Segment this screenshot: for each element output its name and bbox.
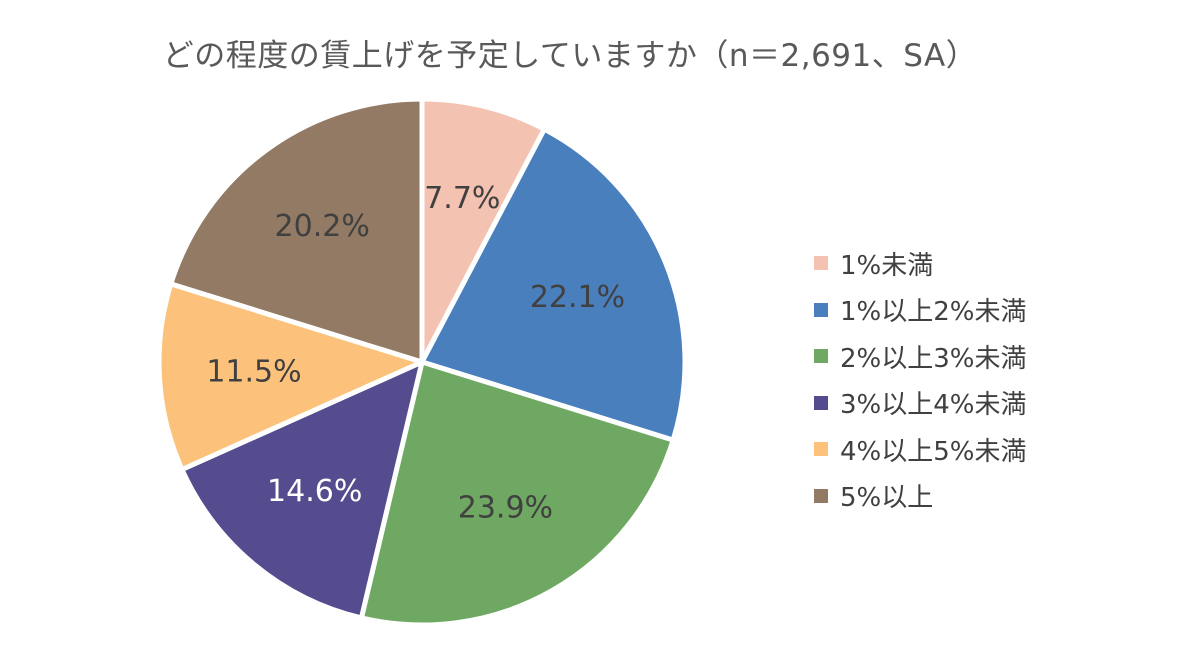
- chart-title: どの程度の賃上げを予定していますか（n＝2,691、SA）: [162, 38, 978, 74]
- legend-swatch: [814, 395, 828, 410]
- legend-label: 4%以上5%未満: [840, 436, 1027, 467]
- legend-label: 5%以上: [840, 483, 934, 514]
- pie-slice-6: [168, 96, 425, 365]
- pie-slice-3: [358, 359, 676, 628]
- legend-item-2: 1%以上2%未満: [814, 287, 1027, 334]
- pie-slice-5: [156, 281, 425, 472]
- legend-swatch: [814, 442, 828, 457]
- legend-label: 1%以上2%未満: [840, 297, 1027, 328]
- data-label-2: 22.1%: [530, 280, 625, 315]
- legend-item-5: 4%以上5%未満: [814, 426, 1027, 473]
- data-label-3: 23.9%: [458, 491, 553, 526]
- pie-data-labels: 7.7% 22.1% 23.9% 14.6% 11.5% 20.2%: [206, 181, 625, 526]
- legend-label: 3%以上4%未満: [840, 390, 1027, 421]
- legend-item-3: 2%以上3%未満: [814, 333, 1027, 380]
- pie-slice-1: [419, 96, 547, 365]
- data-label-4: 14.6%: [267, 474, 362, 509]
- pie-slice-2: [419, 126, 688, 443]
- legend-swatch: [814, 488, 828, 503]
- legend-item-4: 3%以上4%未満: [814, 380, 1027, 427]
- legend-swatch: [814, 256, 828, 271]
- legend-item-1: 1%未満: [814, 240, 1027, 287]
- pie-slices: [156, 96, 688, 628]
- pie-slice-4: [179, 359, 425, 621]
- legend-label: 1%未満: [840, 250, 934, 281]
- data-label-6: 20.2%: [275, 209, 370, 244]
- legend-item-6: 5%以上: [814, 473, 1027, 520]
- data-label-1: 7.7%: [424, 181, 500, 216]
- legend-swatch: [814, 302, 828, 317]
- data-label-5: 11.5%: [206, 355, 301, 390]
- legend: 1%未満 1%以上2%未満 2%以上3%未満 3%以上4%未満 4%以上5%未満 5%以上: [814, 240, 1027, 519]
- legend-label: 2%以上3%未満: [840, 343, 1027, 374]
- legend-swatch: [814, 349, 828, 364]
